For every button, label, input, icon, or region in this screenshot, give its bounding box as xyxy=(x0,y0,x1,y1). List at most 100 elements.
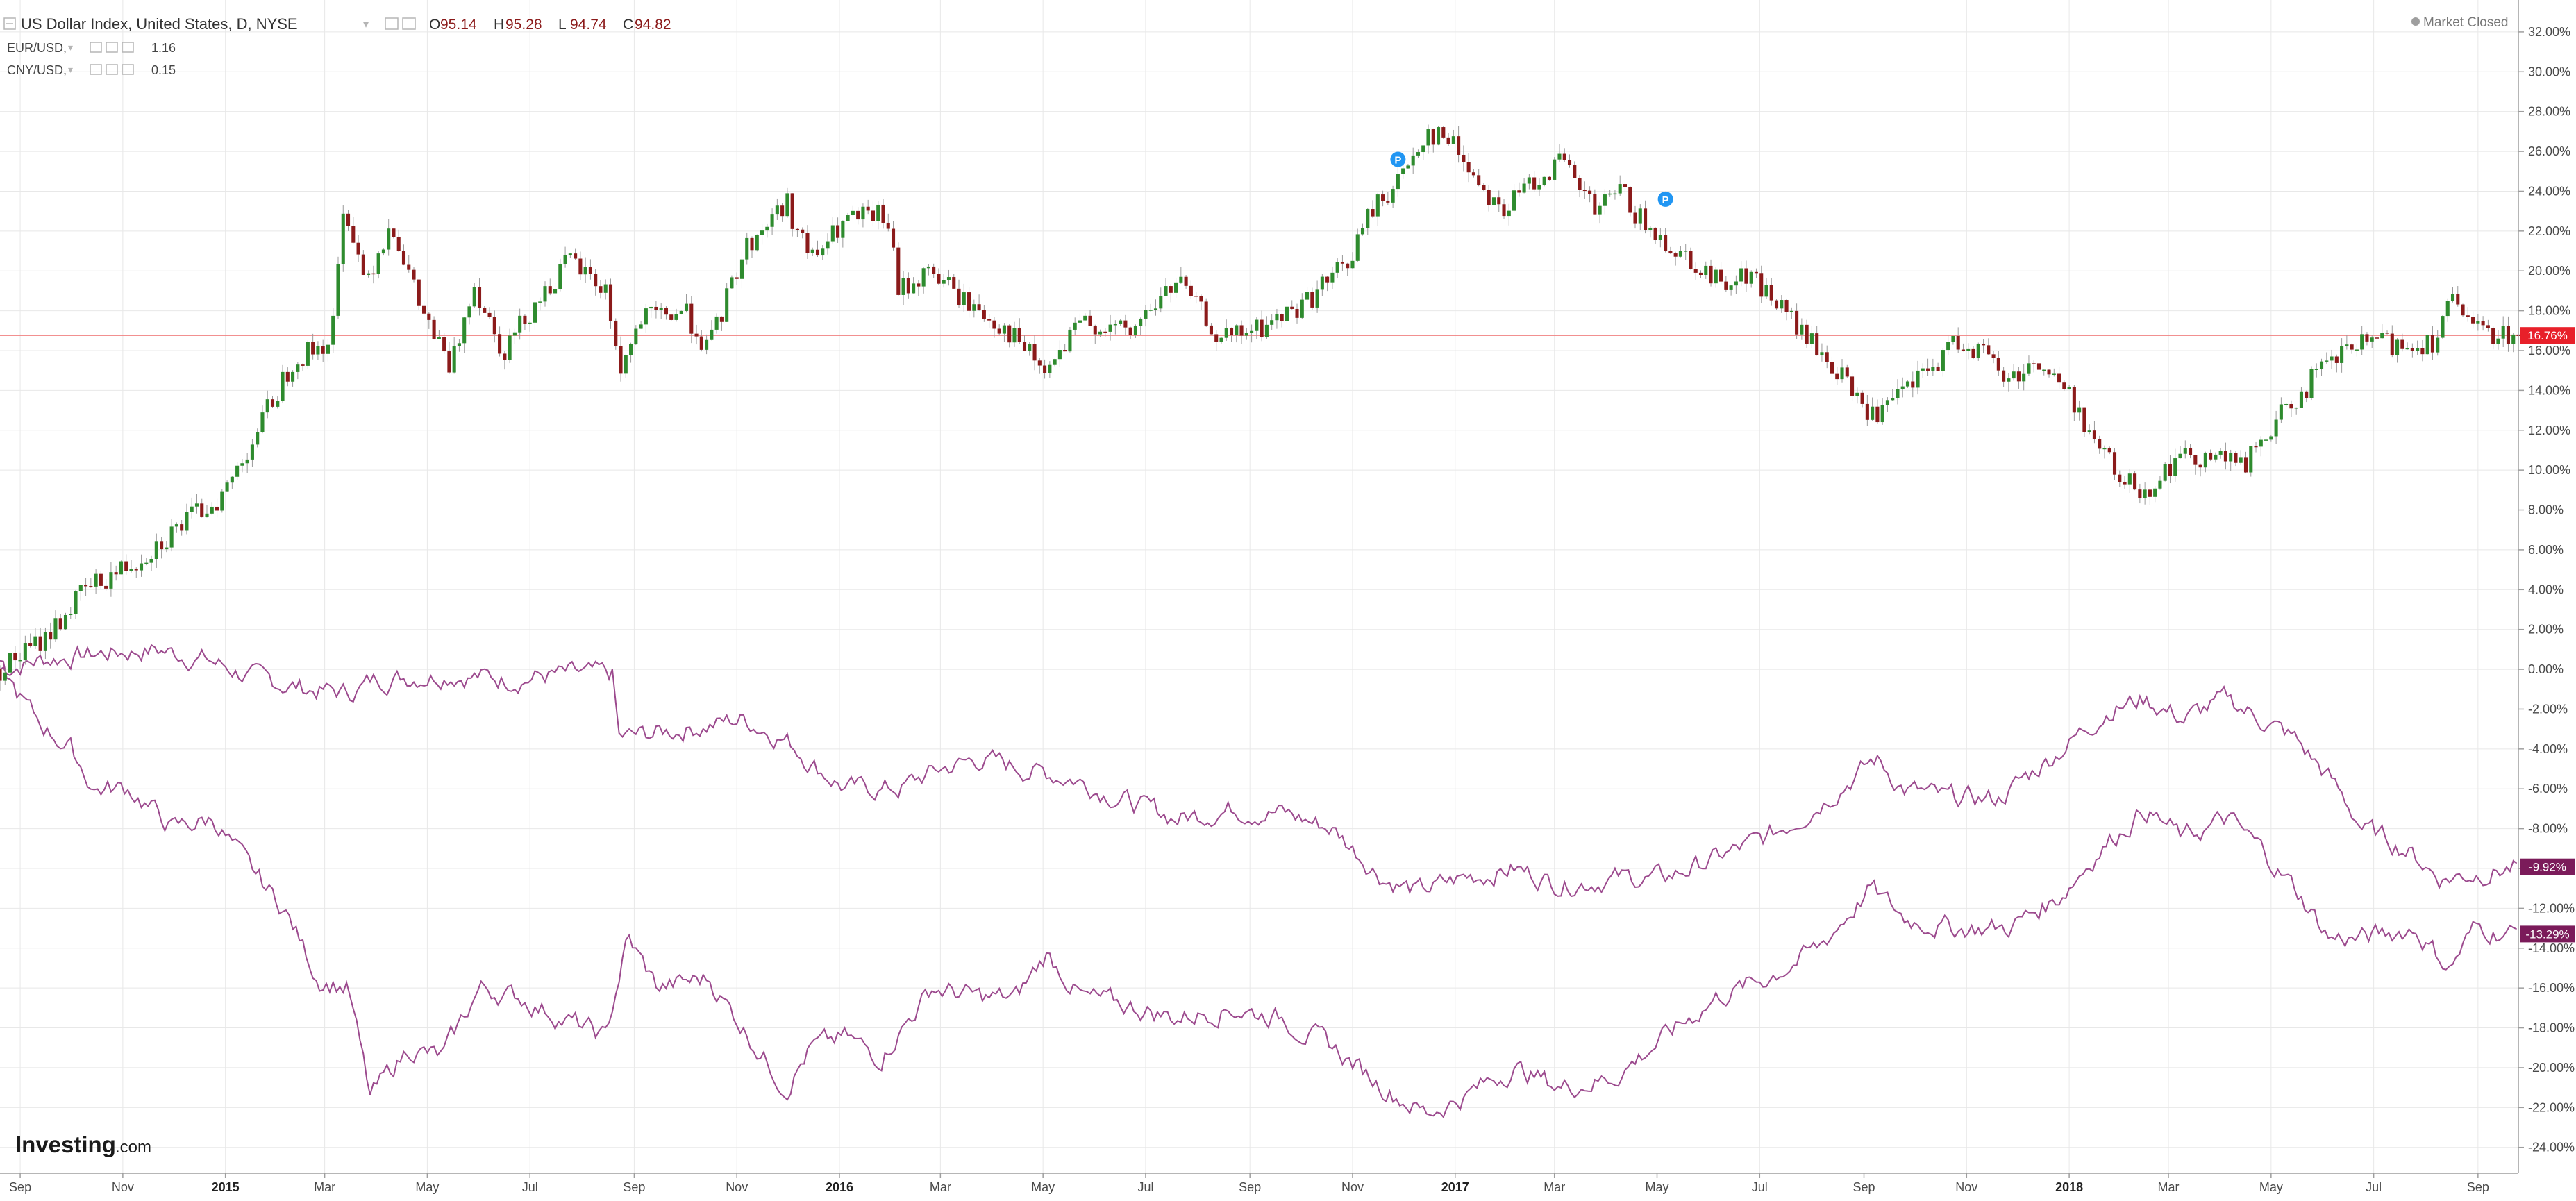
candle-body xyxy=(755,235,759,251)
x-axis[interactable]: Sep Nov 2015 Mar May Jul Sep Nov 2016 Mar May Jul Se… xyxy=(9,1173,2489,1194)
candle-body xyxy=(1073,322,1077,330)
candle-body xyxy=(2441,316,2445,338)
candle-body xyxy=(1406,165,1410,169)
compare-visibility-icon[interactable] xyxy=(90,42,102,53)
candle-body xyxy=(2466,315,2470,317)
candle-body xyxy=(1805,324,1809,344)
candle-body xyxy=(553,289,558,294)
y-tick-label: -18.00% xyxy=(2528,1021,2575,1035)
candle-body xyxy=(1946,342,1950,351)
y-tick-label: 10.00% xyxy=(2528,463,2570,477)
candle-body xyxy=(2168,464,2173,476)
candle-body xyxy=(548,286,552,294)
candle-body xyxy=(987,319,992,321)
candle-body xyxy=(2355,349,2359,351)
candle-body xyxy=(1916,370,1920,388)
candle-body xyxy=(1905,381,1910,387)
candle-body xyxy=(306,342,310,366)
last-value-badge-eur_usd xyxy=(2520,858,2575,875)
candle-body xyxy=(1875,406,1880,423)
candle-body xyxy=(543,286,547,302)
y-tick-label: -8.00% xyxy=(2528,822,2568,836)
candle-body xyxy=(1593,194,1597,215)
visibility-icon[interactable] xyxy=(385,17,399,30)
candle-body xyxy=(2360,334,2364,350)
candle-body xyxy=(1169,286,1173,293)
candle-body xyxy=(2077,407,2082,413)
candle-body xyxy=(210,506,214,514)
candle-body xyxy=(770,214,774,227)
candle-body xyxy=(2158,480,2162,489)
y-tick-label: 22.00% xyxy=(2528,224,2570,238)
candle-body xyxy=(1573,165,1577,178)
candle-body xyxy=(2229,453,2233,462)
candle-body xyxy=(866,206,870,211)
candle-body xyxy=(381,249,385,254)
candle-body xyxy=(392,228,396,237)
candle-body xyxy=(144,562,149,564)
candle-body xyxy=(805,233,810,253)
candle-body xyxy=(1880,405,1884,423)
compare-settings-icon[interactable] xyxy=(106,64,118,75)
x-tick-label: Nov xyxy=(112,1180,134,1194)
settings-icon[interactable] xyxy=(402,17,416,30)
candle-body xyxy=(937,274,941,284)
candle-body xyxy=(1830,362,1834,374)
event-marker-icon[interactable]: P xyxy=(1390,151,1406,167)
collapse-icon[interactable] xyxy=(3,17,16,30)
candle-body xyxy=(2350,344,2354,350)
candle-body xyxy=(917,283,921,287)
candle-body xyxy=(1800,324,1804,335)
compare-remove-icon[interactable] xyxy=(122,42,134,53)
compare-dropdown-icon[interactable]: ▾ xyxy=(68,42,73,53)
x-tick-label: Mar xyxy=(2158,1180,2180,1194)
candle-body xyxy=(821,248,825,256)
candle-body xyxy=(326,344,330,354)
candle-body xyxy=(946,277,951,280)
candle-body xyxy=(1527,177,1531,184)
candle-body xyxy=(967,292,971,311)
compare-remove-icon[interactable] xyxy=(122,64,134,75)
candle-body xyxy=(462,317,467,344)
candle-body xyxy=(1139,318,1143,326)
candle-body xyxy=(1668,251,1673,254)
candle-body xyxy=(2305,391,2309,398)
x-tick-label: Nov xyxy=(726,1180,748,1194)
candle-body xyxy=(836,225,840,238)
event-marker-icon[interactable]: P xyxy=(1657,191,1673,207)
compare-dropdown-icon[interactable]: ▾ xyxy=(68,64,73,75)
compare-visibility-icon[interactable] xyxy=(90,64,102,75)
ohlc-label: L xyxy=(558,17,567,33)
compare-settings-icon[interactable] xyxy=(106,42,118,53)
candle-body xyxy=(2319,361,2324,369)
candle-body xyxy=(1976,343,1980,358)
series-layer xyxy=(0,644,2518,1119)
candle-body xyxy=(2436,337,2440,353)
compare-legend-eur[interactable]: EUR/USD, ▾ 1.16 xyxy=(7,41,176,55)
y-tick-label: 6.00% xyxy=(2528,543,2564,557)
ohlc-label: O xyxy=(429,17,440,33)
candle-body xyxy=(276,401,280,407)
y-tick-label: 2.00% xyxy=(2528,623,2564,637)
candle-body xyxy=(200,503,204,517)
x-tick-label: 2018 xyxy=(2055,1180,2083,1194)
candle-body xyxy=(270,399,275,407)
symbol-dropdown-icon[interactable]: ▾ xyxy=(363,19,369,31)
candle-body xyxy=(1896,389,1900,398)
candle-body xyxy=(417,279,421,306)
candle-body xyxy=(1260,319,1264,337)
candle-body xyxy=(1411,155,1415,166)
candle-body xyxy=(2269,436,2273,440)
y-axis[interactable]: 32.00% 30.00% 28.00% 26.00% 24.00% 22.00% 20.0… xyxy=(2518,25,2575,1154)
x-tick-label: Sep xyxy=(623,1180,645,1194)
x-tick-label: Nov xyxy=(1955,1180,1977,1194)
candle-body xyxy=(1557,153,1562,160)
x-tick-label: Jul xyxy=(522,1180,538,1194)
main-legend-row[interactable]: US Dollar Index, United States, D, NYSE … xyxy=(3,15,671,33)
compare-legend-cny[interactable]: CNY/USD, ▾ 0.15 xyxy=(7,63,176,77)
candle-body xyxy=(1966,348,1971,351)
candle-body xyxy=(886,222,890,229)
plot-area[interactable] xyxy=(0,0,2518,1173)
